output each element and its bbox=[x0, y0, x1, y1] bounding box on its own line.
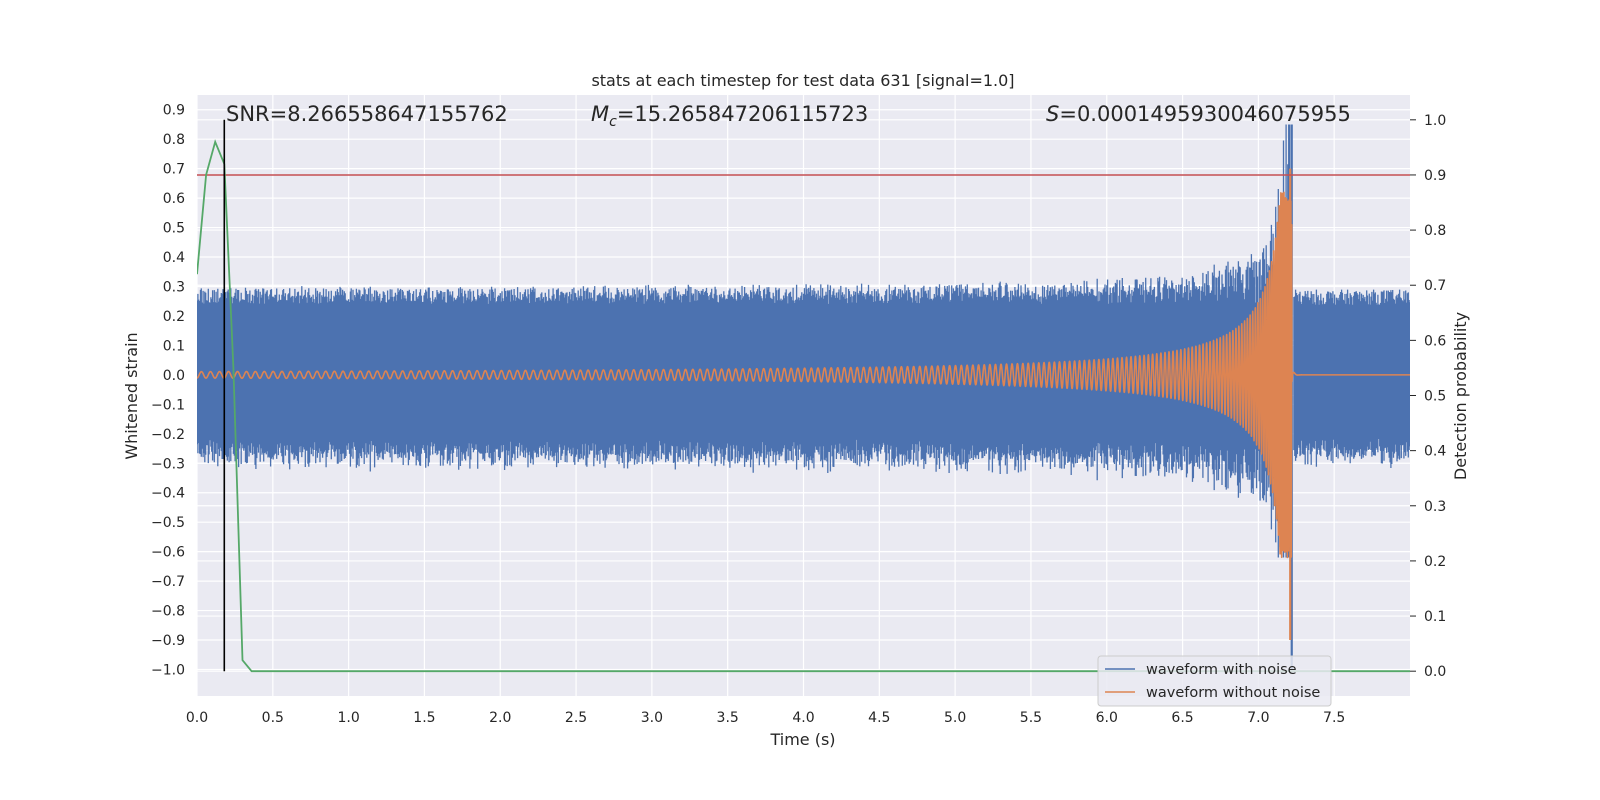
y-right-tick-label: 0.9 bbox=[1424, 168, 1446, 184]
legend-label-with-noise: waveform with noise bbox=[1146, 662, 1297, 678]
s-statistic-value: =0.0001495930046075955 bbox=[1059, 102, 1351, 126]
series-waveform-without-noise bbox=[197, 191, 1410, 559]
x-tick-label: 5.5 bbox=[1020, 710, 1042, 726]
x-tick-label: 2.5 bbox=[565, 710, 587, 726]
y-right-tick-label: 0.6 bbox=[1424, 333, 1446, 349]
x-tick-label: 1.0 bbox=[337, 710, 359, 726]
y-right-tick-label: 0.2 bbox=[1424, 554, 1446, 570]
y-left-tick-label: 0.9 bbox=[163, 103, 185, 119]
x-tick-label: 0.5 bbox=[262, 710, 284, 726]
y-left-tick-label: −0.5 bbox=[151, 515, 185, 531]
y-right-tick-label: 1.0 bbox=[1424, 113, 1446, 129]
y-axis-left-label: Whitened strain bbox=[122, 332, 141, 459]
legend-label-without-noise: waveform without noise bbox=[1146, 685, 1320, 701]
y-right-tick-label: 0.8 bbox=[1424, 223, 1446, 239]
x-tick-label: 3.5 bbox=[717, 710, 739, 726]
x-tick-label: 0.0 bbox=[186, 710, 208, 726]
y-left-tick-label: −0.4 bbox=[151, 486, 185, 502]
y-left-tick-label: 0.3 bbox=[163, 279, 185, 295]
y-right-tick-label: 0.7 bbox=[1424, 278, 1446, 294]
chirp-mass-annotation: Mc=15.265847206115723 bbox=[591, 102, 868, 130]
y-right-tick-label: 0.3 bbox=[1424, 499, 1446, 515]
y-left-tick-label: −0.2 bbox=[151, 427, 185, 443]
s-statistic-annotation: S=0.0001495930046075955 bbox=[1046, 102, 1351, 126]
y-left-tick-label: 0.1 bbox=[163, 338, 185, 354]
x-tick-label: 1.5 bbox=[413, 710, 435, 726]
y-left-tick-label: −0.3 bbox=[151, 456, 185, 472]
y-left-tick-label: 0.8 bbox=[163, 132, 185, 148]
y-left-tick-label: 0.6 bbox=[163, 191, 185, 207]
y-left-tick-label: −0.1 bbox=[151, 397, 185, 413]
snr-annotation: SNR=8.266558647155762 bbox=[226, 102, 508, 126]
x-axis-ticks: 0.0 0.5 1.0 1.5 2.0 2.5 3.0 3.5 4.0 4.5 5.0 5.5 6.0 6… bbox=[186, 710, 1345, 726]
x-axis-label: Time (s) bbox=[769, 730, 835, 749]
x-tick-label: 3.0 bbox=[641, 710, 663, 726]
y-axis-right-label: Detection probability bbox=[1451, 312, 1470, 480]
y-right-tick-label: 0.1 bbox=[1424, 609, 1446, 625]
y-left-tick-label: 0.4 bbox=[163, 250, 185, 266]
y-right-tick-label: 0.0 bbox=[1424, 664, 1446, 680]
x-tick-label: 2.0 bbox=[489, 710, 511, 726]
x-tick-label: 5.0 bbox=[944, 710, 966, 726]
legend-box bbox=[1097, 655, 1332, 707]
y-left-tick-label: −0.9 bbox=[151, 633, 185, 649]
legend: waveform with noise waveform without noi… bbox=[1097, 655, 1332, 707]
y-left-tick-label: 0.7 bbox=[163, 162, 185, 178]
y-left-tick-label: −0.6 bbox=[151, 545, 185, 561]
y-axis-left-ticks: 0.9 0.8 0.7 0.6 0.5 0.4 0.3 0.2 0.1 0.0 −0.1 −0.2 −0… bbox=[151, 103, 185, 679]
chart-title: stats at each timestep for test data 631… bbox=[591, 71, 1014, 90]
x-tick-label: 4.5 bbox=[868, 710, 890, 726]
chirp-mass-value: =15.265847206115723 bbox=[617, 102, 868, 126]
x-tick-label: 6.5 bbox=[1171, 710, 1193, 726]
x-tick-label: 4.0 bbox=[792, 710, 814, 726]
y-left-tick-label: 0.5 bbox=[163, 221, 185, 237]
x-tick-label: 6.0 bbox=[1096, 710, 1118, 726]
x-tick-label: 7.5 bbox=[1323, 710, 1345, 726]
y-right-tick-label: 0.5 bbox=[1424, 389, 1446, 405]
y-right-tick-label: 0.4 bbox=[1424, 444, 1446, 460]
x-tick-label: 7.0 bbox=[1247, 710, 1269, 726]
y-left-tick-label: 0.2 bbox=[163, 309, 185, 325]
y-left-tick-label: −1.0 bbox=[151, 662, 185, 678]
y-left-tick-label: −0.7 bbox=[151, 574, 185, 590]
y-left-tick-label: −0.8 bbox=[151, 604, 185, 620]
y-left-tick-label: 0.0 bbox=[163, 368, 185, 384]
y-axis-right-ticks: 1.0 0.9 0.8 0.7 0.6 0.5 0.4 0.3 0.2 0.1 0.0 bbox=[1410, 113, 1446, 680]
